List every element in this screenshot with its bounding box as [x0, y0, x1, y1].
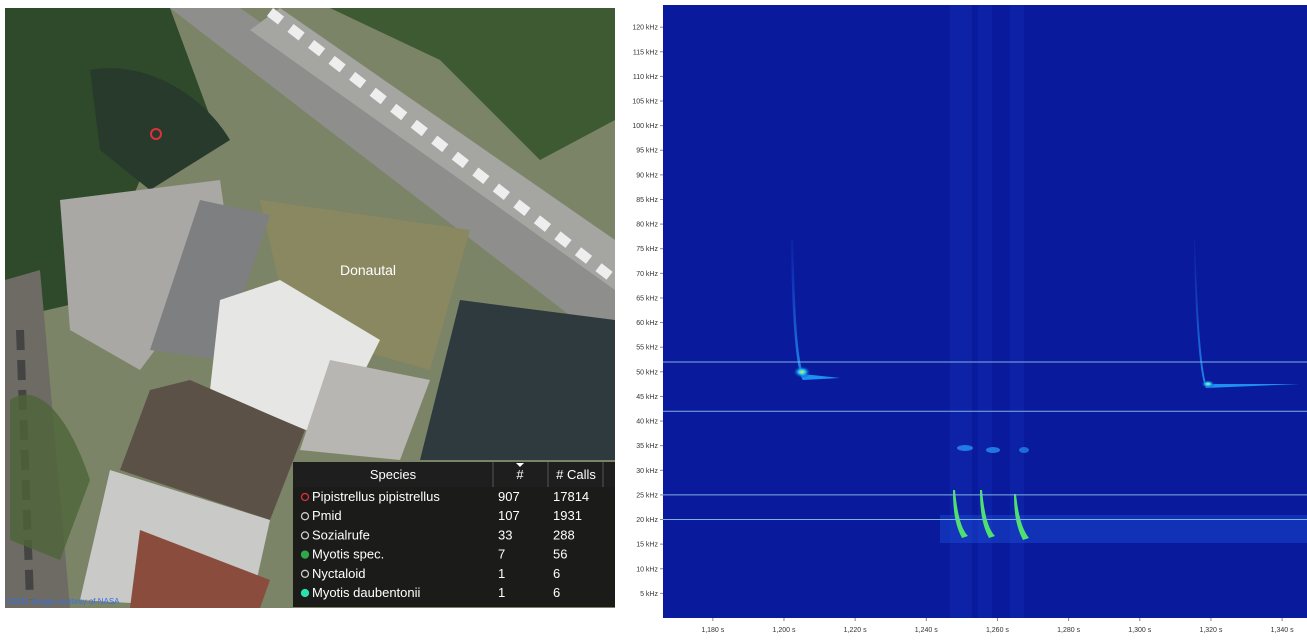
- x-tick-label: 1,280 s: [1057, 627, 1080, 634]
- y-tick-label: 80 kHz: [636, 222, 658, 229]
- y-tick-label: 95 kHz: [636, 148, 658, 155]
- y-tick-label: 15 kHz: [636, 542, 658, 549]
- y-tick-label: 55 kHz: [636, 345, 658, 352]
- y-tick-label: 70 kHz: [636, 271, 658, 278]
- species-count: 1: [498, 566, 505, 581]
- species-calls: 6: [553, 566, 560, 581]
- y-tick-label: 40 kHz: [636, 419, 658, 426]
- column-header[interactable]: #: [516, 467, 524, 482]
- x-tick-label: 1,180 s: [701, 627, 724, 634]
- copyright: ©2021 Image courtesy of NASA: [6, 597, 120, 606]
- species-count: 107: [498, 508, 520, 523]
- y-tick-label: 110 kHz: [633, 74, 659, 81]
- species-count: 907: [498, 489, 520, 504]
- y-tick-label: 45 kHz: [636, 394, 658, 401]
- y-tick-label: 85 kHz: [636, 197, 658, 204]
- y-tick-label: 90 kHz: [636, 172, 658, 179]
- column-header[interactable]: Species: [370, 467, 417, 482]
- species-calls: 6: [553, 585, 560, 600]
- species-dot: [302, 551, 309, 558]
- x-tick-label: 1,200 s: [772, 627, 795, 634]
- y-tick-label: 120 kHz: [632, 25, 658, 32]
- call-peak: [793, 366, 811, 378]
- species-name: Sozialrufe: [312, 527, 370, 542]
- y-tick-label: 115 kHz: [633, 49, 659, 56]
- spectrogram: 5 kHz 10 kHz 15 kHz 20 kHz 25 kHz 30 kHz 35 kH…: [632, 5, 1307, 634]
- screen: Donautal ©2021 Image courtesy of NASA Sp…: [0, 0, 1307, 635]
- column-header[interactable]: # Calls: [556, 467, 596, 482]
- x-tick-label: 1,220 s: [844, 627, 867, 634]
- y-tick-label: 5 kHz: [640, 591, 658, 598]
- page: Donautal ©2021 Image courtesy of NASA Sp…: [0, 0, 1307, 635]
- species-calls: 288: [553, 527, 575, 542]
- species-name: Pmid: [312, 508, 342, 523]
- call-peak: [1019, 447, 1029, 453]
- species-calls: 17814: [553, 489, 589, 504]
- place-label: Donautal: [340, 262, 396, 278]
- call-peak: [957, 445, 973, 451]
- species-name: Myotis daubentonii: [312, 585, 421, 600]
- call-peak: [986, 447, 1000, 453]
- species-count: 7: [498, 547, 505, 562]
- y-tick-label: 105 kHz: [632, 99, 658, 106]
- y-tick-label: 75 kHz: [636, 246, 658, 253]
- y-tick-label: 100 kHz: [632, 123, 658, 130]
- species-calls: 56: [553, 547, 567, 562]
- species-dot: [302, 590, 309, 597]
- species-calls: 1931: [553, 508, 582, 523]
- x-tick-label: 1,340 s: [1271, 627, 1294, 634]
- y-tick-label: 65 kHz: [636, 295, 658, 302]
- y-tick-label: 30 kHz: [636, 468, 658, 475]
- species-count: 1: [498, 585, 505, 600]
- y-tick-label: 20 kHz: [636, 517, 658, 524]
- species-name: Pipistrellus pipistrellus: [312, 489, 440, 504]
- y-tick-label: 60 kHz: [636, 320, 658, 327]
- x-tick-label: 1,260 s: [986, 627, 1009, 634]
- x-tick-label: 1,320 s: [1199, 627, 1222, 634]
- x-tick-label: 1,300 s: [1128, 627, 1151, 634]
- call-peak: [1201, 380, 1215, 388]
- y-tick-label: 50 kHz: [636, 369, 658, 376]
- species-count: 33: [498, 527, 512, 542]
- y-tick-label: 25 kHz: [636, 492, 658, 499]
- species-name: Nyctaloid: [312, 566, 365, 581]
- y-tick-label: 10 kHz: [636, 566, 658, 573]
- y-tick-label: 35 kHz: [636, 443, 658, 450]
- species-name: Myotis spec.: [312, 547, 384, 562]
- x-tick-label: 1,240 s: [915, 627, 938, 634]
- species-table: Species # # Calls Pipistrellus pipistrel…: [293, 462, 615, 607]
